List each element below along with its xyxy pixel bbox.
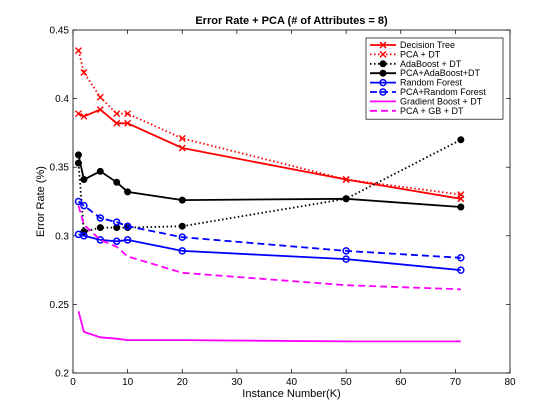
legend-item: PCA+Random Forest	[370, 87, 486, 97]
series-point	[342, 247, 350, 255]
legend-marker	[379, 88, 387, 96]
legend-label: PCA+Random Forest	[400, 87, 486, 97]
x-tick-label: 70	[450, 377, 462, 388]
series-line	[78, 108, 461, 200]
series-point	[80, 201, 88, 210]
series-point	[457, 254, 465, 262]
series-7	[77, 205, 461, 291]
series-5	[74, 197, 465, 262]
series-point	[457, 191, 465, 199]
x-tick-label: 50	[341, 377, 353, 388]
y-tick-label: 0.3	[55, 231, 69, 242]
series-point	[178, 134, 186, 142]
legend-label: PCA+AdaBoost+DT	[400, 68, 481, 78]
series-point	[96, 236, 105, 244]
legend-marker	[379, 60, 387, 68]
series-group	[74, 47, 465, 343]
legend-item: PCA + GB + DT	[370, 106, 464, 116]
legend-item: Random Forest	[370, 78, 463, 88]
series-point	[112, 218, 121, 226]
x-axis-label: Instance Number(K)	[242, 388, 340, 400]
series-line	[77, 205, 461, 291]
series-point	[96, 224, 104, 232]
series-point	[80, 112, 88, 120]
legend-marker	[379, 41, 387, 49]
series-point	[178, 222, 186, 230]
series-1	[74, 47, 465, 199]
y-tick-label: 0.4	[55, 94, 69, 105]
x-tick-label: 10	[122, 377, 134, 388]
x-tick-label: 30	[231, 377, 243, 388]
y-tick-label: 0.35	[50, 163, 70, 174]
series-point	[80, 69, 88, 77]
series-point	[80, 176, 88, 184]
y-axis: 0.2 0.25 0.3 0.35 0.4 0.45	[50, 26, 510, 380]
x-tick-label: 80	[504, 377, 516, 388]
series-point	[112, 237, 121, 246]
series-point	[80, 232, 88, 240]
series-point	[342, 255, 350, 263]
series-point	[124, 188, 132, 196]
y-tick-label: 0.25	[50, 300, 70, 311]
series-point	[123, 236, 132, 244]
series-point	[113, 178, 121, 186]
y-tick-label: 0.2	[55, 369, 69, 380]
y-tick-label: 0.45	[50, 26, 70, 37]
x-axis: 0 10 20 30 40 50 60 70 80	[70, 30, 516, 388]
series-point	[74, 151, 82, 159]
legend-label: Gradient Boost + DT	[400, 96, 483, 106]
x-tick-label: 20	[177, 377, 189, 388]
series-line	[77, 311, 461, 343]
legend-item: AdaBoost + DT	[370, 59, 462, 69]
series-point	[342, 195, 350, 203]
series-point	[124, 110, 132, 118]
legend-marker	[379, 78, 387, 87]
series-4	[74, 230, 465, 274]
series-point	[113, 119, 121, 127]
x-tick-label: 60	[395, 377, 407, 388]
legend-label: Random Forest	[400, 78, 463, 88]
legend-label: AdaBoost + DT	[400, 59, 462, 69]
series-line	[77, 50, 461, 196]
series-point	[96, 93, 104, 101]
series-point	[178, 144, 186, 152]
series-point	[178, 233, 186, 241]
series-3	[74, 151, 465, 211]
series-point	[457, 266, 465, 274]
series-point	[96, 214, 105, 222]
legend-label: PCA + DT	[400, 49, 441, 59]
legend-label: PCA + GB + DT	[400, 106, 464, 116]
series-point	[96, 167, 104, 175]
series-point	[178, 196, 186, 204]
series-point	[342, 176, 350, 184]
series-point	[124, 119, 132, 127]
y-axis-label: Error Rate (%)	[35, 166, 47, 237]
series-point	[123, 222, 132, 230]
series-point	[74, 47, 82, 55]
legend-label: Decision Tree	[400, 40, 455, 50]
legend-item: Decision Tree	[370, 40, 455, 50]
legend-marker	[379, 69, 387, 77]
legend-item: Gradient Boost + DT	[370, 96, 483, 106]
legend-box	[365, 37, 504, 120]
series-point	[74, 197, 83, 206]
x-tick-label: 40	[286, 377, 298, 388]
series-point	[96, 106, 104, 114]
legend-item: PCA+AdaBoost+DT	[370, 68, 481, 78]
series-point	[457, 203, 465, 211]
legend-marker	[379, 50, 387, 58]
series-point	[178, 247, 186, 255]
chart-title: Error Rate + PCA (# of Attributes = 8)	[195, 15, 388, 27]
series-point	[457, 136, 465, 144]
legend-item: PCA + DT	[370, 49, 441, 59]
series-point	[74, 110, 82, 118]
series-point	[113, 110, 121, 118]
x-tick-label: 0	[70, 377, 76, 388]
series-6	[77, 311, 461, 343]
series-line	[77, 200, 461, 259]
